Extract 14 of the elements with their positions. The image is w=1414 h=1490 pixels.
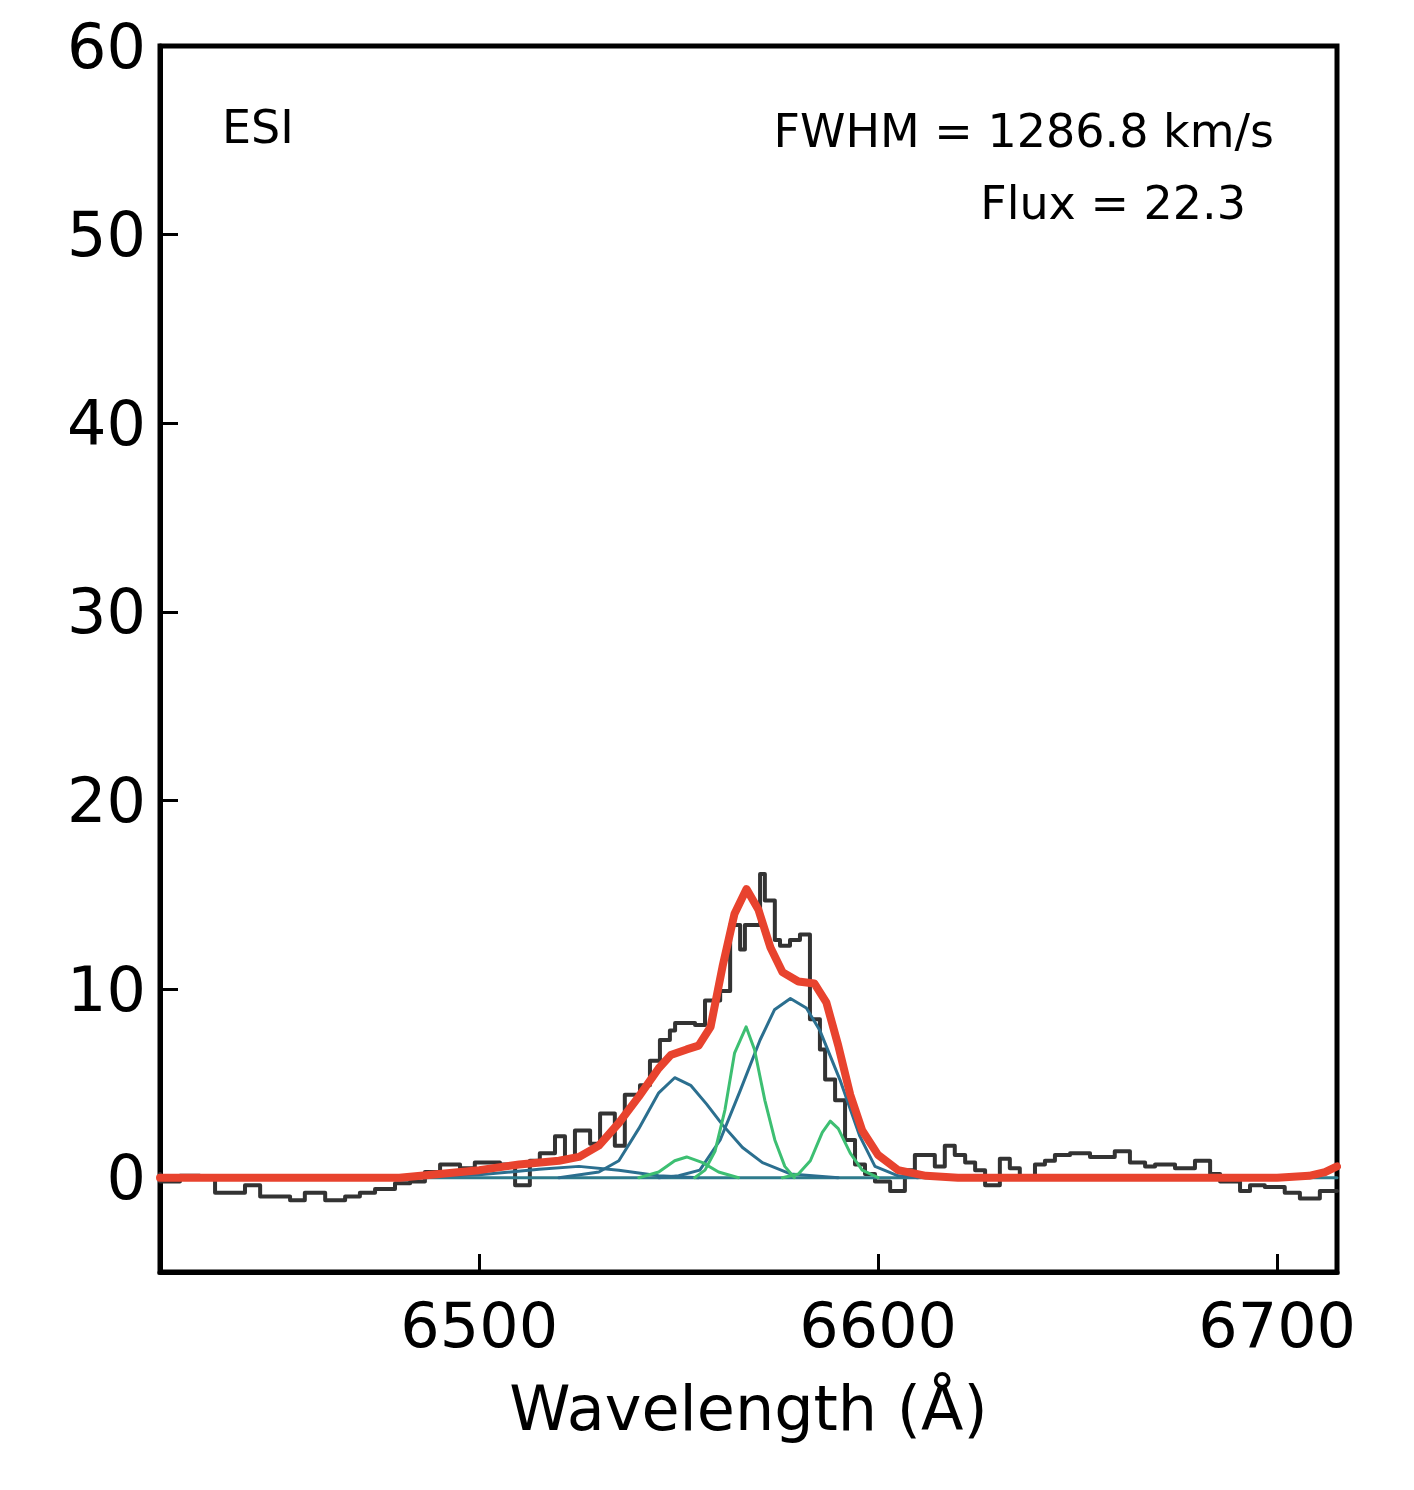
x-axis-title: Wavelength (Å) xyxy=(509,1371,988,1445)
annotation: ESI xyxy=(222,100,294,154)
y-tick-label: 0 xyxy=(106,1141,146,1215)
x-tick-label: 6700 xyxy=(1198,1288,1357,1362)
annotation: FWHM = 1286.8 km/s xyxy=(773,104,1274,158)
x-tick-label: 6600 xyxy=(799,1288,958,1362)
y-tick-label: 30 xyxy=(67,575,146,649)
annotation: Flux = 22.3 xyxy=(980,176,1246,230)
y-tick-label: 20 xyxy=(67,763,146,837)
y-tick-label: 60 xyxy=(67,9,146,83)
x-tick-label: 6500 xyxy=(400,1288,559,1362)
y-tick-label: 10 xyxy=(67,952,146,1026)
y-tick-label: 40 xyxy=(67,386,146,460)
y-tick-label: 50 xyxy=(67,198,146,272)
